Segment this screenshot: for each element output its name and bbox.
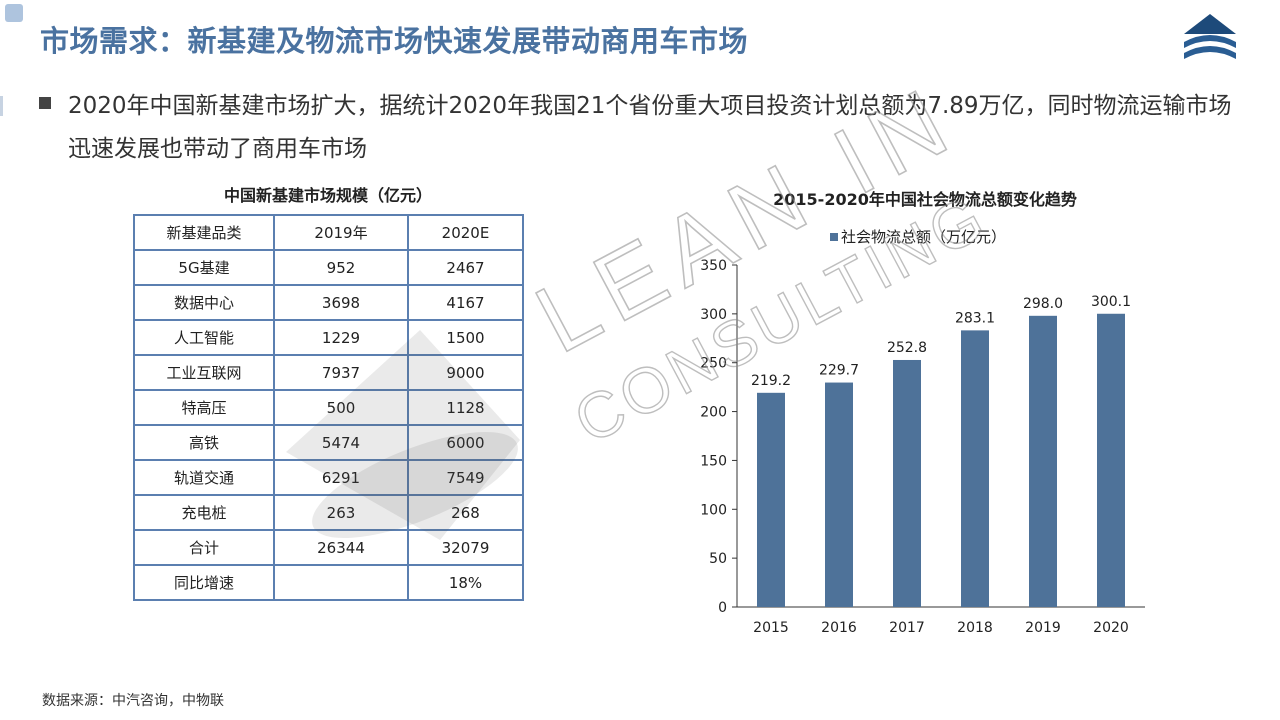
table-title: 中国新基建市场规模（亿元） bbox=[223, 186, 432, 205]
value-2020e-cell: 6000 bbox=[407, 424, 524, 461]
table-row: 合计 26344 32079 bbox=[133, 529, 524, 566]
row-category-cell: 合计 bbox=[133, 529, 275, 566]
data-label-2015: 219.2 bbox=[751, 373, 791, 389]
header-category: 新基建品类 bbox=[133, 214, 275, 251]
value-2020e-cell: 32079 bbox=[407, 529, 524, 566]
table-row: 充电桩 263 268 bbox=[133, 494, 524, 531]
page-title: 市场需求：新基建及物流市场快速发展带动商用车市场 bbox=[40, 24, 749, 58]
table-row: 同比增速 18% bbox=[133, 564, 524, 601]
header-2020e: 2020E bbox=[407, 214, 524, 251]
left-edge-decoration bbox=[0, 96, 3, 116]
row-category-cell: 特高压 bbox=[133, 389, 275, 426]
row-category-cell: 数据中心 bbox=[133, 284, 275, 321]
value-2019-cell: 1229 bbox=[273, 319, 409, 356]
value-2020e-cell: 18% bbox=[407, 564, 524, 601]
row-category-cell: 5G基建 bbox=[133, 249, 275, 286]
data-label-2020: 300.1 bbox=[1091, 294, 1131, 310]
chart-title: 2015-2020年中国社会物流总额变化趋势 bbox=[773, 190, 1077, 209]
bar-2019 bbox=[1029, 315, 1057, 607]
legend-label: 社会物流总额（万亿元） bbox=[841, 228, 1006, 246]
value-2019-cell: 7937 bbox=[273, 354, 409, 391]
x-tick-label-2018: 2018 bbox=[957, 620, 993, 636]
value-2019-cell: 263 bbox=[273, 494, 409, 531]
roof-arches-logo-icon bbox=[1184, 14, 1236, 59]
data-label-2019: 298.0 bbox=[1023, 296, 1063, 312]
bullet-text: 2020年中国新基建市场扩大，据统计2020年我国21个省份重大项目投资计划总额… bbox=[68, 93, 1232, 162]
table-row: 高铁 5474 6000 bbox=[133, 424, 524, 461]
value-2020e-cell: 9000 bbox=[407, 354, 524, 391]
logistics-bar-chart: 社会物流总额（万亿元） 0 50 100 150 200 250 300 350 219.2 201… bbox=[700, 228, 1145, 636]
value-2020e-cell: 1128 bbox=[407, 389, 524, 426]
y-tick-label: 300 bbox=[700, 307, 727, 323]
bar-2018 bbox=[961, 330, 989, 607]
row-category-cell: 高铁 bbox=[133, 424, 275, 461]
y-tick-label: 0 bbox=[718, 600, 727, 616]
corner-decoration bbox=[5, 4, 23, 22]
bar-2017 bbox=[893, 359, 921, 607]
x-tick-label-2015: 2015 bbox=[753, 620, 789, 636]
y-tick-label: 200 bbox=[700, 405, 727, 421]
x-tick-label-2019: 2019 bbox=[1025, 620, 1061, 636]
value-2020e-cell: 4167 bbox=[407, 284, 524, 321]
data-label-2017: 252.8 bbox=[887, 340, 927, 356]
value-2020e-cell: 2467 bbox=[407, 249, 524, 286]
value-2020e-cell: 268 bbox=[407, 494, 524, 531]
data-label-2016: 229.7 bbox=[819, 363, 859, 379]
table-row: 工业互联网 7937 9000 bbox=[133, 354, 524, 391]
legend-swatch bbox=[830, 233, 838, 241]
row-category-cell: 轨道交通 bbox=[133, 459, 275, 496]
table-row: 人工智能 1229 1500 bbox=[133, 319, 524, 356]
row-category-cell: 充电桩 bbox=[133, 494, 275, 531]
value-2020e-cell: 1500 bbox=[407, 319, 524, 356]
source-note: 数据来源：中汽咨询，中物联 bbox=[42, 693, 224, 709]
row-category-cell: 同比增速 bbox=[133, 564, 275, 601]
value-2019-cell: 3698 bbox=[273, 284, 409, 321]
value-2019-cell: 26344 bbox=[273, 529, 409, 566]
value-2020e-cell: 7549 bbox=[407, 459, 524, 496]
y-tick-label: 250 bbox=[700, 356, 727, 372]
bar-2020 bbox=[1097, 313, 1125, 607]
value-2019-cell: 5474 bbox=[273, 424, 409, 461]
value-2019-cell: 6291 bbox=[273, 459, 409, 496]
table-row: 轨道交通 6291 7549 bbox=[133, 459, 524, 496]
x-tick-label-2017: 2017 bbox=[889, 620, 925, 636]
table-row: 数据中心 3698 4167 bbox=[133, 284, 524, 321]
y-tick-label: 150 bbox=[700, 453, 727, 469]
bar-2016 bbox=[825, 382, 853, 607]
row-category-cell: 人工智能 bbox=[133, 319, 275, 356]
y-tick-label: 100 bbox=[700, 502, 727, 518]
x-tick-label-2020: 2020 bbox=[1093, 620, 1129, 636]
table-header-row: 新基建品类 2019年 2020E bbox=[133, 214, 524, 251]
value-2019-cell: 952 bbox=[273, 249, 409, 286]
table-row: 5G基建 952 2467 bbox=[133, 249, 524, 286]
data-label-2018: 283.1 bbox=[955, 310, 995, 326]
header-2019: 2019年 bbox=[273, 214, 409, 251]
y-tick-label: 50 bbox=[709, 551, 727, 567]
value-2019-cell: 500 bbox=[273, 389, 409, 426]
bar-2015 bbox=[757, 392, 785, 607]
value-2019-cell bbox=[273, 564, 409, 601]
x-tick-label-2016: 2016 bbox=[821, 620, 857, 636]
y-tick-label: 350 bbox=[700, 258, 727, 274]
table-row: 特高压 500 1128 bbox=[133, 389, 524, 426]
bullet-square-icon bbox=[39, 97, 51, 109]
row-category-cell: 工业互联网 bbox=[133, 354, 275, 391]
infrastructure-table: 新基建品类 2019年 2020E 5G基建 952 2467 数据中心 3698 416… bbox=[133, 214, 524, 601]
